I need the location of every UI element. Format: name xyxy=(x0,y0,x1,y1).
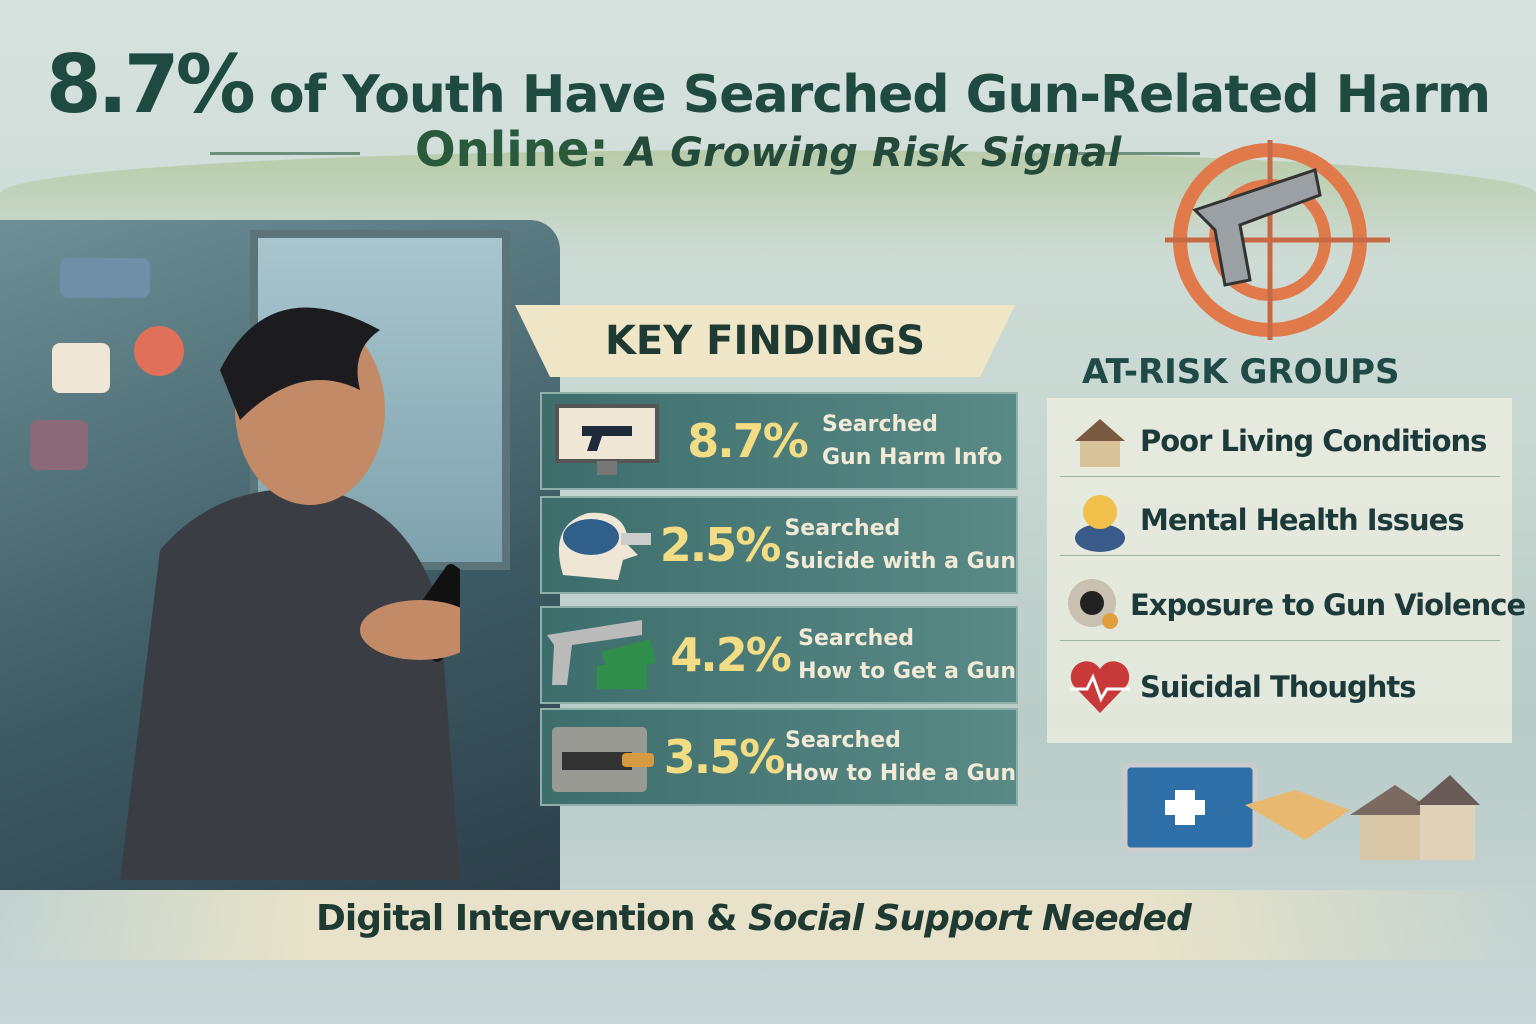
finding-row: 4.2% Searched How to Get a Gun xyxy=(540,606,1018,704)
title-stat: 8.7% xyxy=(45,38,256,131)
finding-value: 2.5% xyxy=(659,518,782,572)
finding-label: Gun Harm Info xyxy=(822,445,1003,470)
support-illustration xyxy=(1122,762,1480,860)
divider xyxy=(210,152,360,155)
key-findings-heading: KEY FINDINGS xyxy=(515,305,1015,377)
chat-bubble-icon xyxy=(52,343,110,393)
footer-main: Digital Intervention & xyxy=(316,898,737,939)
footer-banner xyxy=(0,890,1536,960)
subtitle-italic: A Growing Risk Signal xyxy=(625,130,1122,176)
monitor-gun-icon xyxy=(542,401,672,481)
finding-label: Suicide with a Gun xyxy=(784,549,1016,574)
page-subtitle: Online: A Growing Risk Signal xyxy=(0,122,1536,178)
notification-icon xyxy=(134,326,184,376)
finding-row: 3.5% Searched How to Hide a Gun xyxy=(540,708,1018,806)
risk-label: Mental Health Issues xyxy=(1140,502,1465,537)
risk-item: Mental Health Issues xyxy=(1060,484,1500,556)
finding-label: Searched xyxy=(785,728,901,753)
finding-label: Searched xyxy=(798,626,914,651)
finding-label: Searched xyxy=(784,516,901,541)
search-bar-icon xyxy=(60,258,150,298)
risk-item: Poor Living Conditions xyxy=(1060,405,1500,477)
heartbeat-icon xyxy=(1060,655,1140,719)
teen-with-phone-illustration xyxy=(120,307,460,880)
finding-row: 2.5% Searched Suicide with a Gun xyxy=(540,496,1018,594)
target-gun-icon xyxy=(1165,140,1390,340)
head-gun-icon xyxy=(542,505,655,585)
risk-item: Suicidal Thoughts xyxy=(1060,651,1500,723)
finding-label: Searched xyxy=(822,412,938,437)
finding-row: 8.7% Searched Gun Harm Info xyxy=(540,392,1018,490)
hidden-drawer-icon xyxy=(542,717,662,797)
finding-label: How to Hide a Gun xyxy=(785,761,1016,786)
risk-label: Suicidal Thoughts xyxy=(1140,670,1416,704)
risk-label: Poor Living Conditions xyxy=(1140,423,1487,458)
finding-value: 8.7% xyxy=(687,414,809,468)
gun-money-icon xyxy=(542,615,662,695)
finding-value: 4.2% xyxy=(670,628,792,682)
worried-person-icon xyxy=(1060,488,1140,552)
divider xyxy=(1070,152,1200,155)
subtitle-main: Online: xyxy=(414,122,609,178)
title-line1: of Youth Have Searched Gun-Related Harm xyxy=(268,65,1491,125)
risk-label: Exposure to Gun Violence xyxy=(1130,587,1526,622)
gun-violence-icon xyxy=(1060,573,1130,637)
at-risk-heading: AT-RISK GROUPS xyxy=(1082,352,1400,392)
page-title: 8.7% of Youth Have Searched Gun-Related … xyxy=(0,38,1536,131)
footer-italic: Social Support Needed xyxy=(748,898,1192,939)
finding-label: How to Get a Gun xyxy=(798,659,1016,684)
app-icon xyxy=(30,420,88,470)
footer-text: Digital Intervention & Social Support Ne… xyxy=(316,898,1192,939)
finding-value: 3.5% xyxy=(663,730,786,784)
house-icon xyxy=(1060,409,1140,473)
risk-item: Exposure to Gun Violence xyxy=(1060,569,1526,641)
